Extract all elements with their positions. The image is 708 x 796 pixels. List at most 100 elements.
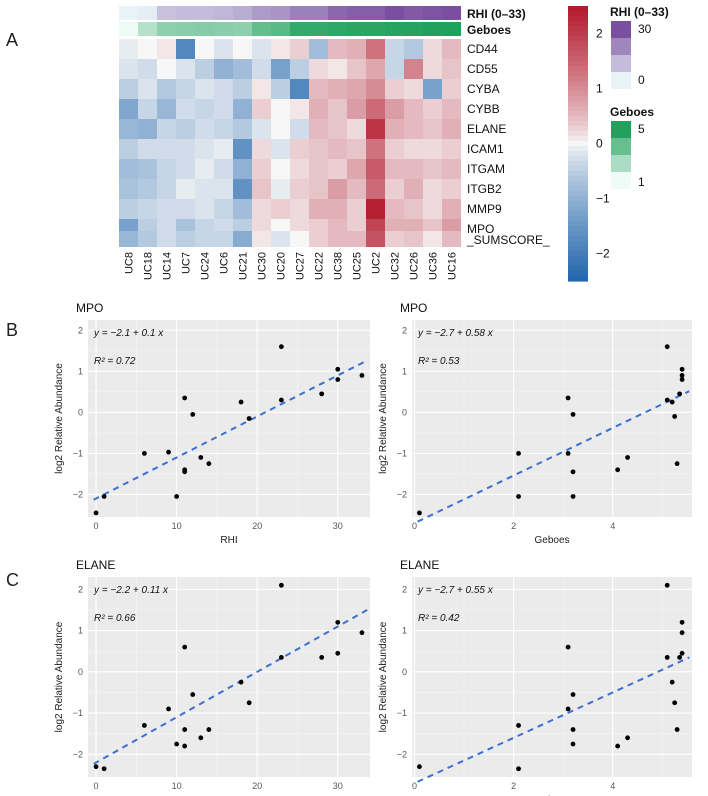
sample-label: UC30 bbox=[257, 252, 269, 280]
heatmap-cell bbox=[328, 99, 347, 119]
heatmap-cell bbox=[157, 159, 176, 179]
heatmap-cell bbox=[290, 199, 309, 219]
data-point bbox=[101, 766, 107, 772]
colorbar bbox=[568, 6, 588, 282]
geboes-annotation-cell bbox=[290, 22, 309, 36]
y-tick-label: −2 bbox=[397, 489, 407, 499]
colorbar-segment bbox=[568, 241, 588, 247]
heatmap-cell bbox=[328, 119, 347, 139]
sumscore-cell bbox=[195, 231, 214, 247]
x-tick-label: 2 bbox=[511, 781, 516, 791]
heatmap-cell bbox=[214, 119, 233, 139]
colorbar-tick: 2 bbox=[596, 27, 603, 41]
heatmap-cell bbox=[290, 79, 309, 99]
colorbar-segment bbox=[568, 256, 588, 262]
plot-background bbox=[412, 320, 692, 517]
heatmap-cell bbox=[366, 119, 385, 139]
scatter-panel-mpo-geboes: 0 2 4 −2 −1 0 1 2 MPO y = −2.7 + 0.58 x R² = 0.53 G… bbox=[378, 301, 692, 546]
data-point bbox=[625, 735, 630, 741]
rhi-annotation-cell bbox=[347, 6, 366, 20]
x-tick-label: 20 bbox=[252, 521, 262, 531]
heatmap-cell bbox=[309, 99, 328, 119]
geboes-annotation-cell bbox=[271, 22, 290, 36]
data-point bbox=[664, 582, 670, 588]
heatmap-cell bbox=[138, 199, 157, 219]
plot-background bbox=[412, 577, 692, 777]
colorbar-segment bbox=[568, 26, 588, 32]
data-point bbox=[335, 650, 341, 656]
heatmap-cell bbox=[271, 79, 290, 99]
geboes-legend-swatch bbox=[611, 172, 631, 189]
heatmap-cell bbox=[195, 179, 214, 199]
geboes-legend-tick: 5 bbox=[638, 122, 645, 136]
data-point bbox=[182, 727, 188, 732]
geboes-annotation-cell bbox=[233, 22, 252, 36]
rhi-legend-title: RHI (0–33) bbox=[610, 5, 669, 19]
heatmap-cell bbox=[442, 179, 461, 199]
heatmap-cell bbox=[252, 139, 271, 159]
plot-title: ELANE bbox=[400, 558, 439, 572]
data-point bbox=[278, 397, 284, 403]
sample-label: UC18 bbox=[143, 252, 155, 280]
heatmap-cell bbox=[442, 39, 461, 59]
heatmap-cell bbox=[271, 39, 290, 59]
heatmap-cell bbox=[366, 39, 385, 59]
heatmap-cell bbox=[214, 159, 233, 179]
x-axis-label: Geboes bbox=[534, 535, 569, 546]
data-point bbox=[190, 692, 196, 697]
heatmap-cell bbox=[271, 179, 290, 199]
data-point bbox=[565, 706, 571, 712]
data-point bbox=[319, 391, 325, 397]
heatmap-cell bbox=[214, 199, 233, 219]
plot-background bbox=[88, 577, 370, 777]
heatmap-cell bbox=[366, 159, 385, 179]
data-point bbox=[565, 395, 571, 401]
data-point bbox=[417, 510, 422, 516]
sample-label: UC2 bbox=[371, 252, 383, 274]
sumscore-cell bbox=[119, 231, 138, 247]
heatmap-cell bbox=[214, 179, 233, 199]
data-point bbox=[516, 723, 521, 728]
colorbar-segment bbox=[568, 126, 588, 132]
data-point bbox=[570, 494, 576, 499]
data-point bbox=[570, 741, 576, 747]
colorbar-segment bbox=[568, 56, 588, 62]
data-point bbox=[198, 735, 204, 741]
heatmap-cell bbox=[176, 59, 195, 79]
heatmap-cell bbox=[233, 79, 252, 99]
heatmap-cell bbox=[309, 59, 328, 79]
data-point bbox=[198, 455, 204, 460]
data-point bbox=[516, 450, 521, 456]
data-point bbox=[679, 650, 685, 656]
data-point bbox=[319, 655, 325, 660]
heatmap-cell bbox=[138, 59, 157, 79]
heatmap-cell bbox=[195, 39, 214, 59]
heatmap-cell bbox=[119, 159, 138, 179]
heatmap-cell bbox=[290, 159, 309, 179]
rhi-row-label: RHI (0–33) bbox=[467, 7, 526, 21]
plot-title: MPO bbox=[400, 301, 427, 315]
plot-background bbox=[88, 320, 370, 517]
rhi-annotation-cell bbox=[404, 6, 423, 20]
heatmap-cell bbox=[119, 59, 138, 79]
data-point bbox=[182, 644, 188, 650]
x-tick-label: 2 bbox=[511, 521, 516, 531]
colorbar-segment bbox=[568, 81, 588, 87]
heatmap-cell bbox=[119, 39, 138, 59]
heatmap-cell bbox=[328, 59, 347, 79]
geboes-annotation-cell bbox=[328, 22, 347, 36]
sample-label: UC20 bbox=[276, 252, 288, 280]
heatmap-cell bbox=[176, 119, 195, 139]
heatmap-cell bbox=[404, 79, 423, 99]
rhi-annotation-cell bbox=[138, 6, 157, 20]
heatmap-cell bbox=[385, 59, 404, 79]
heatmap-cell bbox=[252, 79, 271, 99]
heatmap-cell bbox=[366, 59, 385, 79]
heatmap-cell bbox=[385, 79, 404, 99]
data-point bbox=[101, 494, 107, 499]
panel-label-b: B bbox=[6, 320, 18, 340]
heatmap-cell bbox=[290, 59, 309, 79]
heatmap-cell bbox=[404, 199, 423, 219]
